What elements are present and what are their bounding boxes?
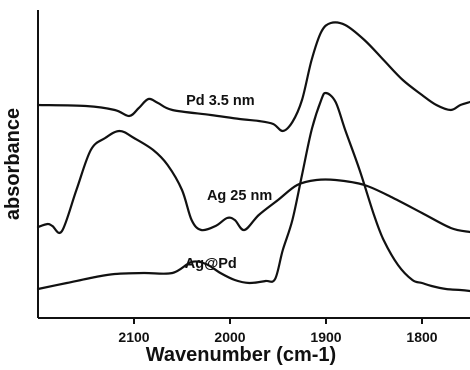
y-axis-title: absorbance [2, 108, 24, 220]
series-annotation-ag-25-nm: Ag 25 nm [207, 188, 272, 204]
series-layer [36, 21, 470, 293]
x-tick-label: 2100 [118, 329, 149, 345]
axes [37, 10, 470, 319]
x-ticks: 2100 2000 1900 1800 [118, 318, 438, 345]
x-axis-title: Wavenumber (cm-1) [146, 344, 336, 366]
x-tick-label: 1900 [310, 329, 341, 345]
series-annotation-pd-3-5-nm: Pd 3.5 nm [186, 93, 255, 109]
series-annotation-ag-pd: Ag@Pd [185, 256, 237, 272]
x-tick-label: 2000 [214, 329, 245, 345]
series-line-pd-3-5-nm [36, 21, 470, 133]
series-line-ag-pd [36, 91, 470, 293]
annotations: Pd 3.5 nm Ag 25 nm Ag@Pd [185, 93, 272, 272]
x-tick-label: 1800 [406, 329, 437, 345]
series-line-ag-25-nm [36, 129, 470, 235]
